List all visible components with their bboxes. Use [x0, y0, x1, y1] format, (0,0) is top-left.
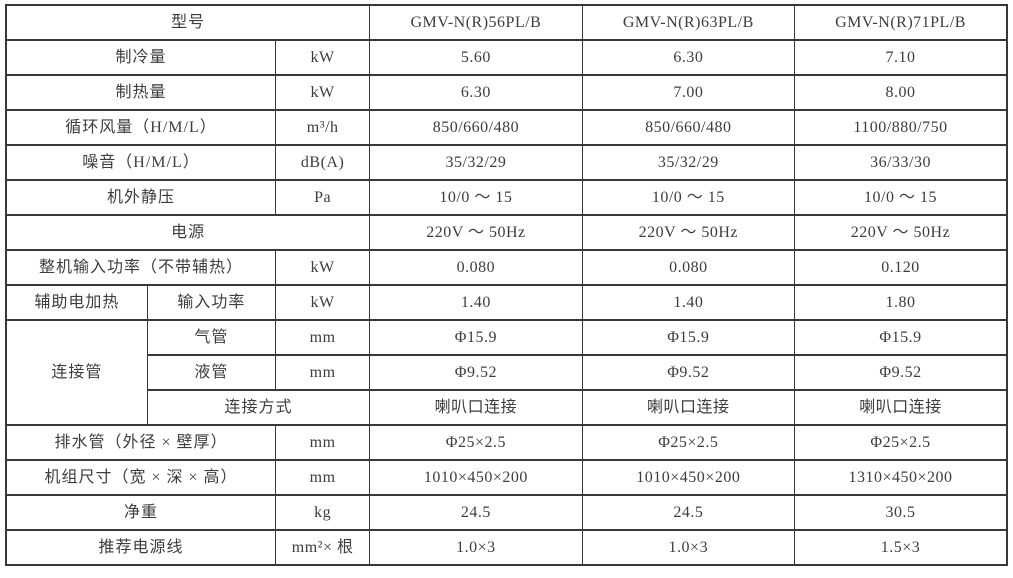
cell-value: 1100/880/750 [794, 109, 1008, 146]
cell-value: Φ9.52 [794, 354, 1008, 391]
row-unit: kW [275, 74, 371, 111]
cell-value: 10/0 ～ 15 [369, 179, 583, 216]
row-label: 输入功率 [146, 284, 277, 321]
cell-value: 0.080 [369, 249, 583, 286]
row-unit: kW [275, 249, 371, 286]
model-row-label: 型号 [5, 4, 371, 41]
row-unit: mm [275, 319, 371, 356]
spec-table: 型号 GMV-N(R)56PL/B GMV-N(R)63PL/B GMV-N(R… [5, 4, 1008, 566]
cell-value: 0.080 [581, 249, 796, 286]
table-row-unit-dimensions: 机组尺寸（宽 × 深 × 高） mm 1010×450×200 1010×450… [5, 459, 1008, 496]
cell-value: 10/0 ～ 15 [581, 179, 796, 216]
cell-value: Φ9.52 [369, 354, 583, 391]
row-unit: m³/h [275, 109, 371, 146]
cell-value: 5.60 [369, 39, 583, 76]
cell-value: 220V ～ 50Hz [581, 214, 796, 251]
row-label: 推荐电源线 [5, 529, 277, 566]
cell-value: 喇叭口连接 [581, 389, 796, 426]
table-row-cooling-capacity: 制冷量 kW 5.60 6.30 7.10 [5, 39, 1008, 76]
table-row-connection-type: 连接方式 喇叭口连接 喇叭口连接 喇叭口连接 [6, 389, 1008, 426]
row-label: 气管 [146, 319, 277, 356]
row-label: 排水管（外径 × 壁厚） [5, 424, 277, 461]
cell-value: 6.30 [581, 39, 796, 76]
table-row-noise: 噪音（H/M/L） dB(A) 35/32/29 35/32/29 36/33/… [5, 144, 1008, 181]
table-row-static-pressure: 机外静压 Pa 10/0 ～ 15 10/0 ～ 15 10/0 ～ 15 [5, 179, 1008, 216]
row-label: 循环风量（H/M/L） [5, 109, 277, 146]
row-unit: mm [275, 354, 371, 391]
model-name-2: GMV-N(R)63PL/B [581, 4, 796, 41]
cell-value: 7.00 [581, 74, 796, 111]
cell-value: 35/32/29 [581, 144, 796, 181]
cell-value: 喇叭口连接 [794, 389, 1008, 426]
cell-value: 1.40 [581, 284, 796, 321]
cell-value: 1310×450×200 [794, 459, 1008, 496]
row-label: 整机输入功率（不带辅热） [5, 249, 277, 286]
cell-value: 8.00 [794, 74, 1008, 111]
row-label: 制热量 [5, 74, 277, 111]
row-unit: kW [275, 284, 371, 321]
row-label: 连接方式 [146, 389, 371, 426]
table-row-gas-pipe: 连接管 气管 mm Φ15.9 Φ15.9 Φ15.9 [5, 319, 1008, 426]
table-row-net-weight: 净重 kg 24.5 24.5 30.5 [5, 494, 1008, 531]
table-row-aux-heater: 辅助电加热 输入功率 kW 1.40 1.40 1.80 [5, 284, 1008, 321]
cell-value: 7.10 [794, 39, 1008, 76]
cell-value: 6.30 [369, 74, 583, 111]
cell-value: 1.0×3 [581, 529, 796, 566]
row-label: 液管 [146, 354, 277, 391]
cell-value: 0.120 [794, 249, 1008, 286]
cell-value: 1.40 [369, 284, 583, 321]
cell-value: 1010×450×200 [369, 459, 583, 496]
cell-value: 220V ～ 50Hz [794, 214, 1008, 251]
model-name-3: GMV-N(R)71PL/B [794, 4, 1008, 41]
cell-value: 24.5 [581, 494, 796, 531]
row-group-label: 辅助电加热 [5, 284, 148, 321]
cell-value: Φ15.9 [581, 319, 796, 356]
row-label: 机外静压 [5, 179, 277, 216]
cell-value: 35/32/29 [369, 144, 583, 181]
cell-value: 850/660/480 [581, 109, 796, 146]
cell-value: 1.80 [794, 284, 1008, 321]
row-label: 噪音（H/M/L） [5, 144, 277, 181]
table-row-air-flow: 循环风量（H/M/L） m³/h 850/660/480 850/660/480… [5, 109, 1008, 146]
row-unit: mm [275, 459, 371, 496]
row-unit: dB(A) [275, 144, 371, 181]
table-row-drain-pipe: 排水管（外径 × 壁厚） mm Φ25×2.5 Φ25×2.5 Φ25×2.5 [5, 424, 1008, 461]
cell-value: 1.5×3 [794, 529, 1008, 566]
table-row-model: 型号 GMV-N(R)56PL/B GMV-N(R)63PL/B GMV-N(R… [5, 4, 1008, 41]
row-unit: mm²× 根 [275, 529, 371, 566]
table-row-power-supply: 电源 220V ～ 50Hz 220V ～ 50Hz 220V ～ 50Hz [5, 214, 1008, 251]
cell-value: 36/33/30 [794, 144, 1008, 181]
table-row-input-power: 整机输入功率（不带辅热） kW 0.080 0.080 0.120 [5, 249, 1008, 286]
model-name-1: GMV-N(R)56PL/B [369, 4, 583, 41]
cell-value: 1010×450×200 [581, 459, 796, 496]
cell-value: 30.5 [794, 494, 1008, 531]
row-label: 电源 [5, 214, 371, 251]
cell-value: Φ15.9 [369, 319, 583, 356]
cell-value: Φ9.52 [581, 354, 796, 391]
cell-value: 1.0×3 [369, 529, 583, 566]
cell-value: 24.5 [369, 494, 583, 531]
cell-value: Φ25×2.5 [581, 424, 796, 461]
row-unit: kW [275, 39, 371, 76]
row-unit: mm [275, 424, 371, 461]
cell-value: Φ15.9 [794, 319, 1008, 356]
cell-value: 喇叭口连接 [369, 389, 583, 426]
row-label: 净重 [5, 494, 277, 531]
cell-value: 850/660/480 [369, 109, 583, 146]
cell-value: Φ25×2.5 [794, 424, 1008, 461]
cell-value: 10/0 ～ 15 [794, 179, 1008, 216]
table-row-recommended-power-cord: 推荐电源线 mm²× 根 1.0×3 1.0×3 1.5×3 [5, 529, 1008, 566]
row-label: 机组尺寸（宽 × 深 × 高） [5, 459, 277, 496]
row-group-label: 连接管 [5, 319, 148, 426]
cell-value: Φ25×2.5 [369, 424, 583, 461]
row-unit: Pa [275, 179, 371, 216]
cell-value: 220V ～ 50Hz [369, 214, 583, 251]
row-unit: kg [275, 494, 371, 531]
row-label: 制冷量 [5, 39, 277, 76]
table-row-heating-capacity: 制热量 kW 6.30 7.00 8.00 [5, 74, 1008, 111]
table-row-liquid-pipe: 液管 mm Φ9.52 Φ9.52 Φ9.52 [6, 354, 1008, 391]
